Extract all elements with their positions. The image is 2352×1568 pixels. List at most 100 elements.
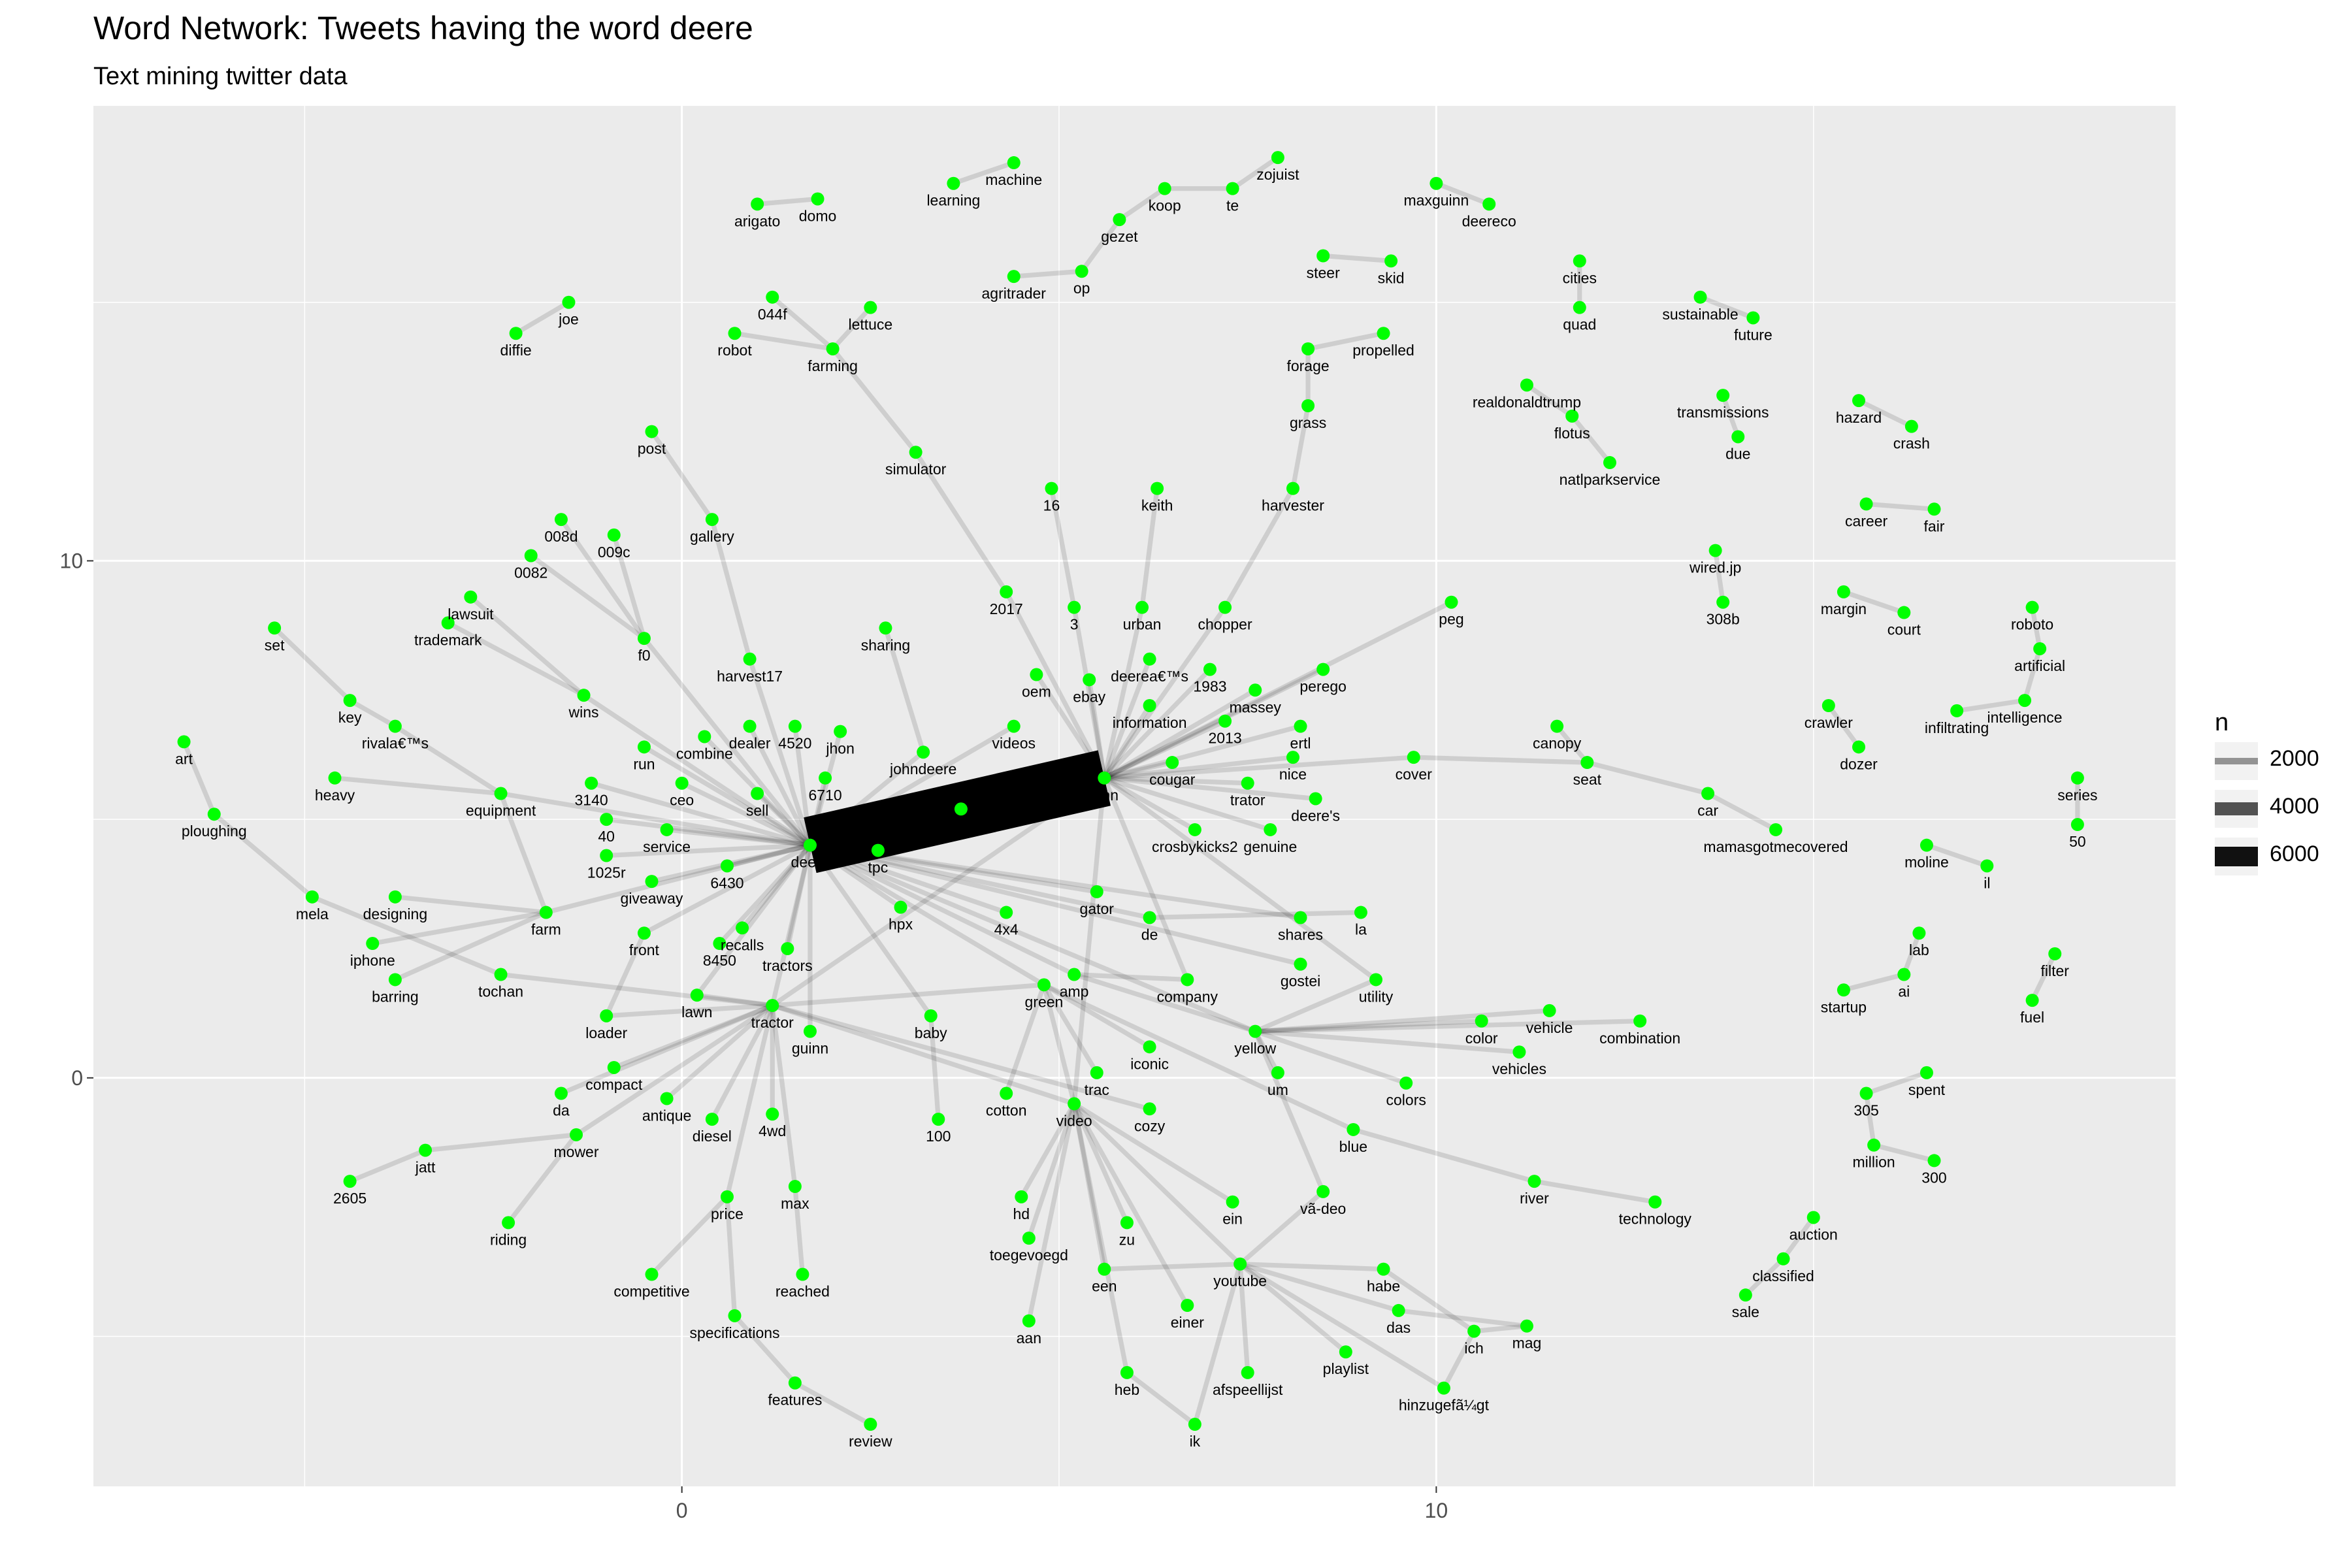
node-label: colors: [1386, 1092, 1426, 1109]
node-label: cities: [1563, 269, 1597, 286]
node-label: price: [711, 1205, 743, 1222]
edge: [349, 1148, 427, 1184]
node: [1573, 254, 1586, 268]
edge: [928, 1015, 941, 1120]
edge: [808, 843, 933, 1017]
nodes-layer: [177, 151, 2084, 1431]
edge: [1192, 1263, 1243, 1426]
node: [705, 1113, 719, 1126]
node: [1135, 600, 1149, 614]
node-label: zojuist: [1256, 166, 1299, 183]
node-label: jhon: [825, 740, 854, 757]
node-label: 3: [1070, 616, 1079, 633]
edge: [606, 817, 811, 848]
edge: [1873, 1143, 1935, 1163]
node: [1241, 776, 1254, 790]
node-label: trac: [1085, 1081, 1109, 1098]
node-label: 4wd: [759, 1122, 786, 1139]
edge: [809, 843, 1098, 894]
node: [1837, 983, 1850, 997]
node: [1068, 968, 1081, 981]
node: [1648, 1195, 1662, 1209]
node: [1316, 249, 1330, 263]
node-label: rivala€™s: [362, 735, 429, 752]
edge: [771, 776, 1106, 1007]
node: [1897, 606, 1911, 619]
node-label: robot: [717, 342, 752, 359]
node-label: 2605: [333, 1190, 367, 1207]
node: [637, 926, 651, 940]
node: [766, 290, 779, 304]
node: [690, 988, 704, 1002]
node-label: agritrader: [982, 285, 1047, 302]
edge: [1231, 155, 1279, 191]
node: [562, 295, 576, 309]
edge: [1826, 704, 1861, 749]
node-label: features: [768, 1392, 822, 1409]
node: [539, 906, 553, 919]
edge: [1843, 972, 1905, 992]
x-tick-label: 0: [676, 1499, 688, 1522]
node: [1264, 823, 1277, 836]
edge: [883, 627, 926, 753]
node: [1233, 1257, 1247, 1271]
edge: [606, 843, 811, 858]
edge: [311, 894, 502, 977]
node: [207, 808, 221, 821]
node: [1573, 301, 1586, 314]
legend-entry: 2000: [2208, 737, 2352, 785]
node-label: um: [1267, 1081, 1288, 1098]
node: [554, 513, 568, 527]
node-label: tochan: [478, 983, 523, 1000]
node-label: auction: [1789, 1226, 1838, 1243]
node-label: crash: [1893, 435, 1930, 452]
legend-entry: 4000: [2208, 785, 2352, 832]
node: [1852, 394, 1866, 408]
node-label: designing: [363, 906, 427, 923]
node-label: steer: [1307, 265, 1340, 282]
edge: [212, 812, 314, 899]
node: [1384, 254, 1398, 268]
edge: [604, 932, 647, 1017]
node-label: vehicles: [1492, 1060, 1546, 1077]
node: [1980, 859, 1994, 873]
edge: [772, 982, 1045, 1008]
edge: [770, 1005, 798, 1187]
node: [1701, 787, 1715, 800]
node: [1022, 1232, 1036, 1245]
node-label: jatt: [415, 1159, 436, 1176]
node: [1739, 1288, 1752, 1302]
edge: [1049, 487, 1077, 608]
edge: [1103, 776, 1378, 982]
node-label: technology: [1619, 1211, 1692, 1228]
edge: [514, 300, 570, 336]
node-label: lab: [1909, 941, 1929, 958]
node: [1429, 176, 1443, 190]
edge: [575, 1003, 774, 1137]
edge: [1307, 331, 1384, 351]
edge: [1103, 776, 1271, 832]
node-label: due: [1725, 445, 1750, 462]
node: [1693, 290, 1707, 304]
edge: [2030, 606, 2042, 649]
node-label: youtube: [1213, 1273, 1267, 1290]
edge: [649, 430, 714, 521]
edge: [498, 792, 549, 913]
node-label: video: [943, 817, 979, 834]
node: [1580, 756, 1594, 770]
node-label: post: [638, 440, 666, 457]
edge: [612, 534, 647, 640]
node-label: baby: [915, 1024, 947, 1041]
node-label: grass: [1290, 414, 1326, 431]
node-label: tractors: [762, 957, 813, 974]
node: [645, 875, 659, 889]
node: [660, 1092, 674, 1105]
node-label: sell: [746, 802, 769, 819]
edge: [1254, 1028, 1520, 1054]
node-label: classified: [1752, 1267, 1814, 1284]
edge: [694, 843, 812, 997]
edge: [447, 621, 585, 698]
edge: [666, 827, 811, 848]
node: [781, 941, 794, 955]
node: [305, 890, 319, 904]
